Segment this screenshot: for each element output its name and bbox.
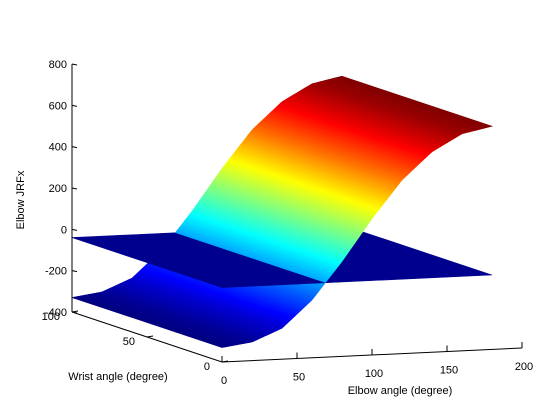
z-tick-label: -200	[45, 266, 67, 278]
z-tick-mark	[71, 228, 78, 231]
z-tick-label: 400	[49, 142, 67, 154]
surface-strip	[339, 75, 494, 127]
surface-layer	[71, 75, 494, 348]
z-axis-label: Elbow JRFx	[15, 170, 27, 229]
tick-layer: -400 -200 0 200 400 600 800 0 50 100 0 50 100 150 200	[42, 59, 534, 387]
z-tick-mark	[71, 104, 78, 107]
y-tick-label: 0	[204, 361, 210, 373]
y-tick-mark	[71, 310, 79, 313]
x-tick-label: 200	[515, 361, 533, 373]
z-tick-label: 600	[49, 100, 67, 112]
x-axis-label: Elbow angle (degree)	[348, 385, 453, 397]
z-tick-label: 200	[49, 183, 67, 195]
x-tick-label: 100	[365, 368, 383, 380]
z-tick-mark	[71, 146, 78, 149]
y-tick-mark	[146, 335, 154, 338]
z-tick-label: -400	[45, 307, 67, 319]
z-tick-label: 0	[61, 224, 67, 236]
z-tick-mark	[71, 187, 78, 190]
y-axis-label: Wrist angle (degree)	[68, 371, 167, 383]
y-tick-label: 50	[123, 336, 135, 348]
z-tick-label: 800	[49, 59, 67, 71]
x-tick-label: 150	[440, 365, 458, 377]
y-tick-label: 100	[42, 311, 60, 323]
z-tick-mark	[71, 63, 78, 66]
x-tick-label: 50	[293, 372, 305, 384]
z-tick-mark	[71, 270, 78, 273]
x-tick-label: 0	[221, 375, 227, 387]
y-tick-mark	[221, 360, 229, 363]
